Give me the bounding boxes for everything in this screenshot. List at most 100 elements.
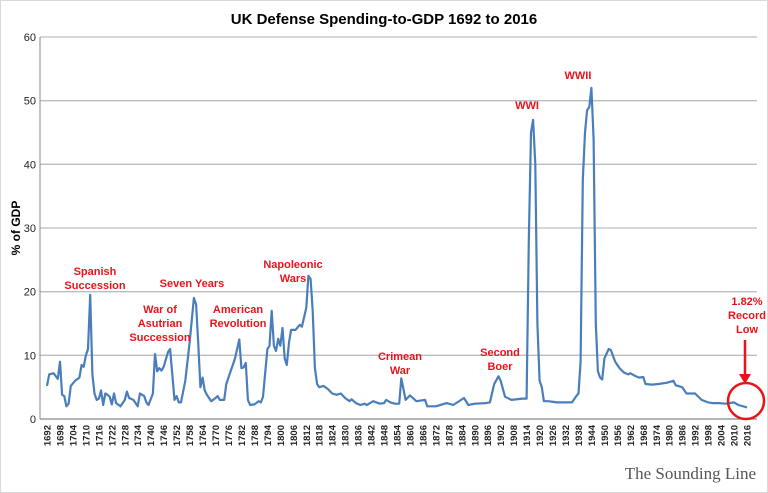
x-tick-label: 1752 (172, 425, 183, 446)
annotation: 1.82% Record Low (728, 296, 766, 336)
x-tick-label: 1770 (211, 425, 222, 446)
x-tick-label: 1764 (198, 424, 209, 446)
x-tick-label: 1914 (522, 424, 533, 446)
x-tick-label: 1926 (548, 425, 559, 446)
annotation: Spanish Succession (64, 266, 125, 292)
x-tick-label: 1980 (665, 425, 676, 446)
x-tick-label: 1986 (678, 425, 689, 446)
x-tick-label: 1956 (613, 425, 624, 446)
annotation: Second Boer (480, 347, 520, 373)
y-tick-label: 30 (24, 223, 36, 235)
x-tick-label: 1950 (600, 425, 611, 446)
y-tick-labels: 0 10 20 30 40 50 60 (24, 32, 36, 426)
watermark: The Sounding Line (625, 464, 756, 483)
annotation-text: Wars (280, 273, 307, 285)
x-tick-label: 1728 (120, 425, 131, 446)
x-tick-label: 1740 (146, 425, 157, 446)
y-tick-label: 60 (24, 32, 36, 44)
x-tick-label: 1884 (457, 424, 468, 446)
x-tick-label: 1836 (354, 425, 365, 446)
annotation-text: Napoleonic (263, 259, 322, 271)
annotation-text: Revolution (210, 318, 267, 330)
x-tick-label: 1848 (380, 425, 391, 446)
x-tick-label: 1704 (68, 424, 79, 446)
x-tick-label: 1824 (328, 424, 339, 446)
annotation-text: 1.82% (731, 296, 762, 308)
x-tick-label: 1788 (250, 425, 261, 446)
annotation: WWI (515, 100, 539, 112)
x-tick-label: 1854 (393, 424, 404, 446)
annotation-text: Second (480, 347, 520, 359)
x-tick-label: 1818 (315, 425, 326, 446)
annotation-text: Crimean (378, 351, 422, 363)
annotation-text: Boer (487, 361, 513, 373)
annotations: Spanish Succession War of Asutrian Successio… (64, 70, 766, 377)
x-tick-label: 1806 (289, 425, 300, 446)
x-tick-label: 1974 (652, 424, 663, 446)
x-tick-label: 2010 (730, 425, 741, 446)
x-tick-label: 1710 (81, 425, 92, 446)
x-tick-label: 1830 (341, 425, 352, 446)
gridlines (39, 36, 757, 420)
arrow-down-icon (739, 374, 751, 384)
annotation-text: WWI (515, 100, 539, 112)
x-tick-label: 1794 (263, 424, 274, 446)
annotation-text: War of (143, 304, 177, 316)
x-tick-label: 1860 (405, 425, 416, 446)
x-tick-label: 1962 (626, 425, 637, 446)
annotation-text: WWII (565, 70, 592, 82)
annotation-text: Succession (129, 332, 190, 344)
annotation-text: Asutrian (138, 318, 183, 330)
annotation-text: Spanish (74, 266, 117, 278)
series-line (45, 86, 748, 409)
annotation: Crimean War (378, 351, 422, 377)
x-tick-label: 1908 (509, 425, 520, 446)
x-tick-label: 1932 (561, 425, 572, 446)
x-tick-label: 1968 (639, 425, 650, 446)
annotation: Napoleonic Wars (263, 259, 322, 285)
y-tick-label: 0 (30, 414, 36, 426)
highlight-circle (726, 381, 766, 421)
annotation-text: Succession (64, 280, 125, 292)
x-tick-label: 1812 (302, 425, 313, 446)
x-tick-label: 1692 (43, 425, 54, 446)
x-tick-label: 1890 (470, 425, 481, 446)
annotation-text: Low (736, 324, 758, 336)
x-tick-labels: 1692 1698 1704 1710 1716 1722 1728 1734 1740 1746… (43, 424, 754, 446)
y-tick-label: 10 (24, 350, 36, 362)
y-axis-label: % of GDP (9, 201, 23, 256)
x-tick-label: 1698 (55, 425, 66, 446)
x-tick-label: 1938 (574, 425, 585, 446)
x-tick-label: 1998 (704, 425, 715, 446)
annotation: War of Asutrian Succession (129, 304, 190, 344)
x-tick-label: 1920 (535, 425, 546, 446)
x-tick-label: 1746 (159, 425, 170, 446)
x-tick-label: 1902 (496, 425, 507, 446)
annotation: Seven Years (160, 278, 225, 290)
x-tick-label: 1782 (237, 425, 248, 446)
x-tick-label: 1716 (94, 425, 105, 446)
annotation-text: Seven Years (160, 278, 225, 290)
chart-title: UK Defense Spending-to-GDP 1692 to 2016 (231, 11, 537, 28)
x-tick-label: 1944 (587, 424, 598, 446)
annotation: American Revolution (210, 304, 267, 330)
x-tick-label: 1878 (444, 425, 455, 446)
x-tick-label: 1722 (107, 425, 118, 446)
annotation: WWII (565, 70, 592, 82)
annotation-text: War (390, 365, 411, 377)
x-tick-label: 1896 (483, 425, 494, 446)
record-low-marker (726, 340, 766, 421)
x-tick-label: 1734 (133, 424, 144, 446)
x-tick-label: 1842 (367, 425, 378, 446)
x-tick-label: 1992 (691, 425, 702, 446)
x-tick-label: 2004 (717, 424, 728, 446)
y-tick-label: 20 (24, 287, 36, 299)
x-tick-label: 1758 (185, 425, 196, 446)
y-tick-label: 50 (24, 96, 36, 108)
annotation-text: Record (728, 310, 766, 322)
y-tick-label: 40 (24, 159, 36, 171)
annotation-text: American (213, 304, 263, 316)
